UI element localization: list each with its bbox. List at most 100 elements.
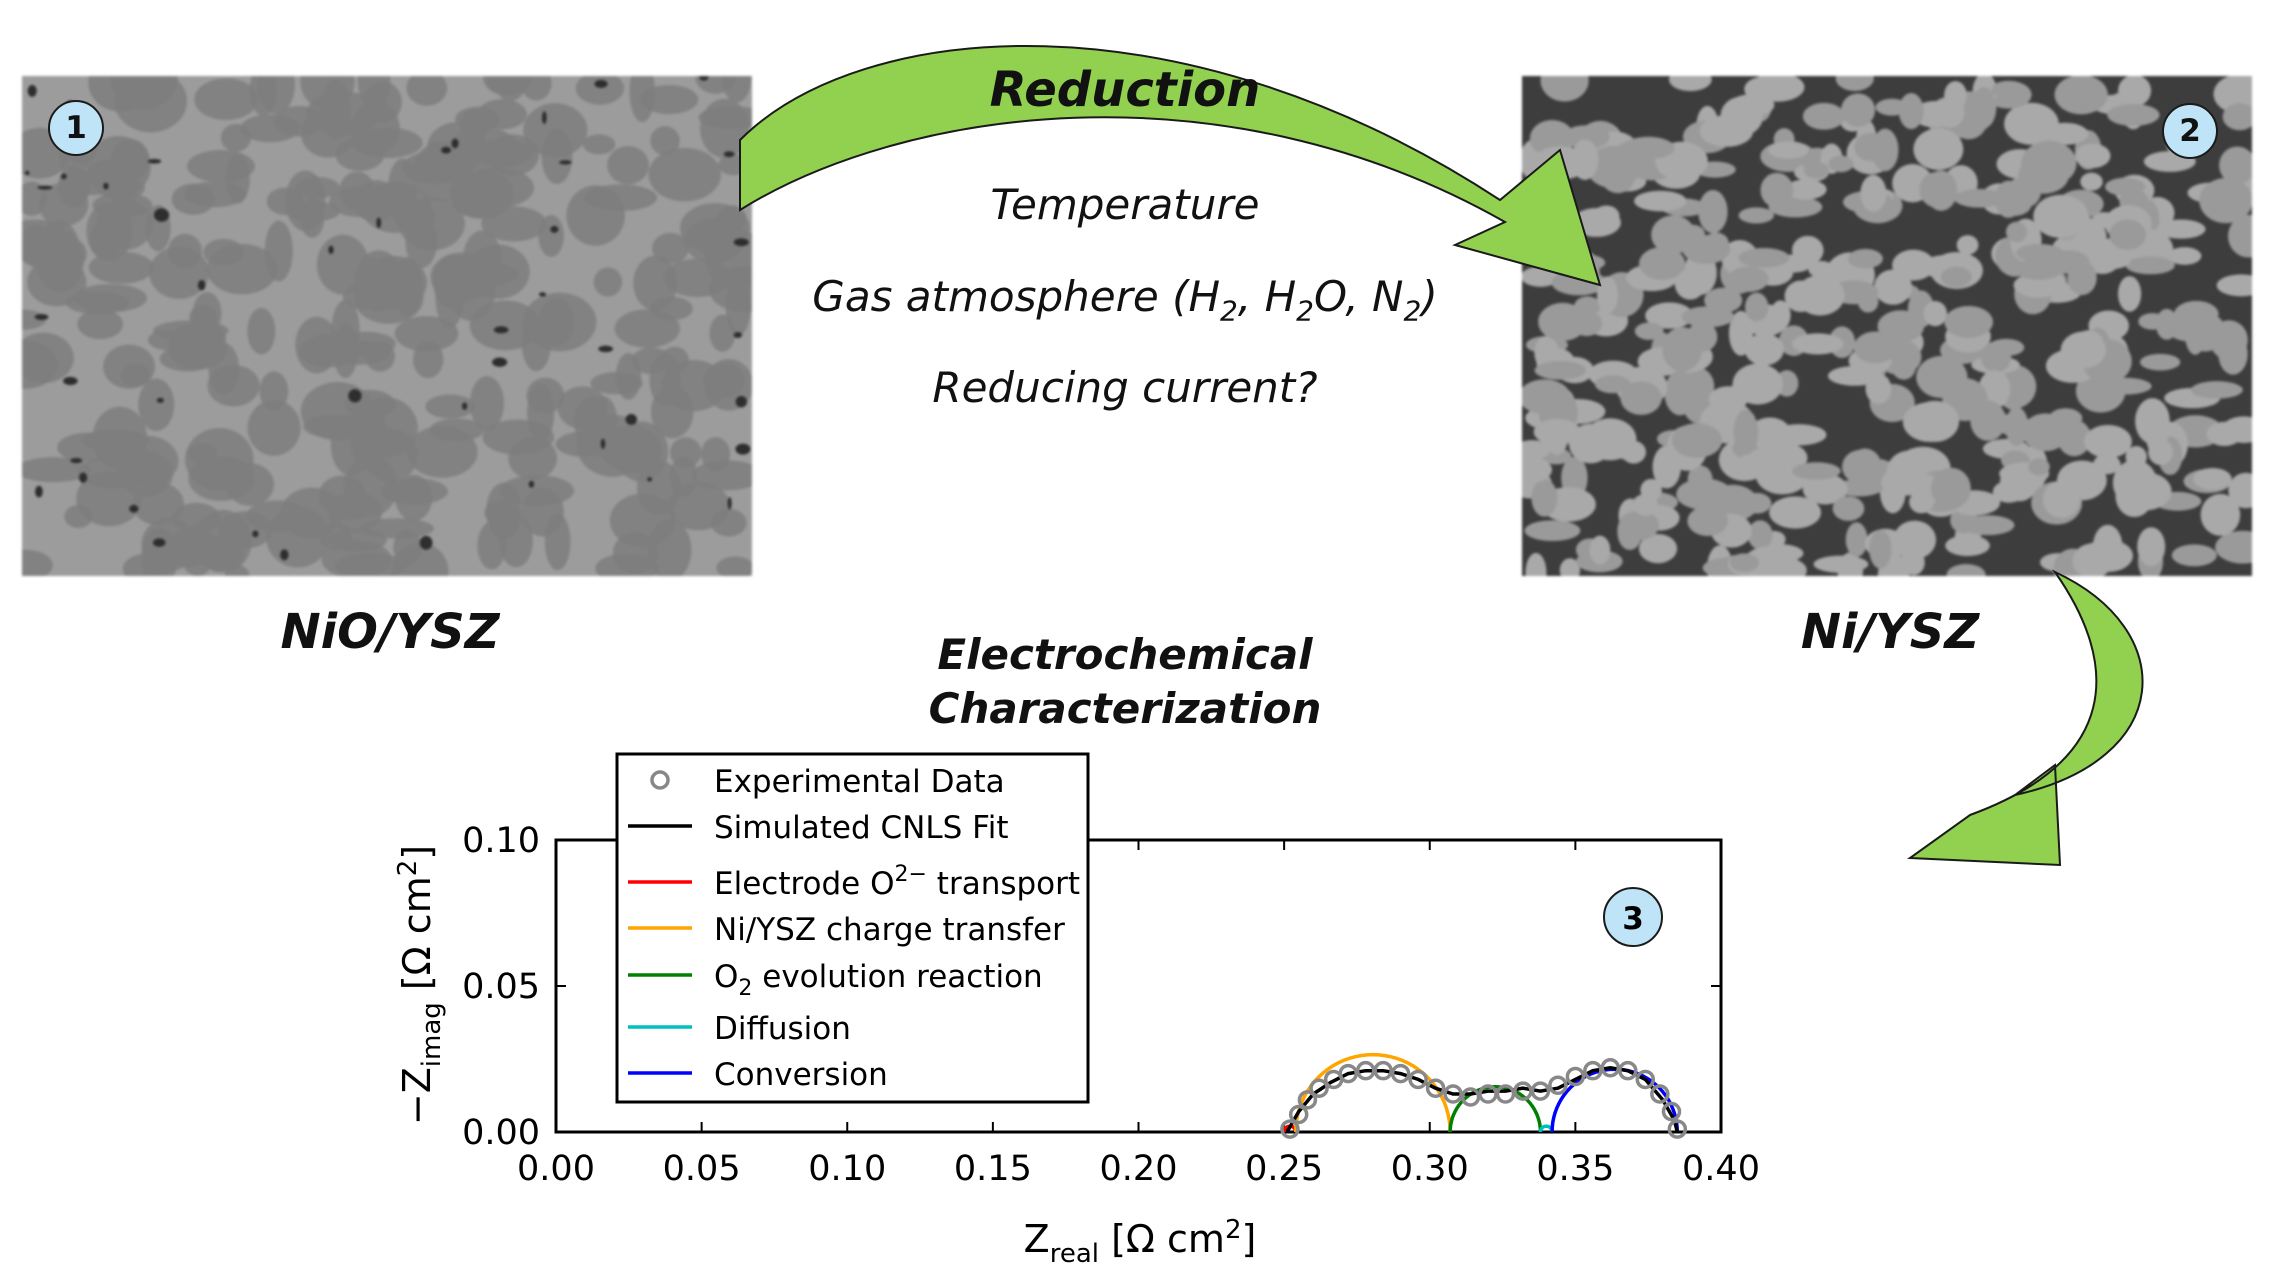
pore (78, 472, 88, 483)
pore (27, 84, 37, 97)
nio-grain (582, 134, 616, 155)
ni-grain (2219, 146, 2252, 185)
nio-grain (690, 460, 752, 491)
ni-grain (1832, 496, 1865, 521)
pore (70, 458, 83, 464)
ni-grain (2135, 398, 2170, 445)
x-tick-label: 0.30 (1391, 1149, 1469, 1189)
ni-grain (1808, 260, 1835, 278)
ni-grain (1733, 409, 1759, 456)
ni-grain (2107, 103, 2160, 127)
ni-ysz-caption: Ni/YSZ (1800, 604, 1980, 660)
ni-grain (2215, 530, 2252, 564)
experimental-point (1338, 1063, 1358, 1084)
nio-grain (240, 114, 301, 143)
nio-grain (88, 251, 154, 284)
pore (328, 245, 334, 255)
ni-grain (1727, 266, 1769, 292)
experimental-point (1297, 1090, 1318, 1110)
ni-grain (1593, 205, 1620, 228)
ni-grain (1760, 172, 1794, 208)
ni-grain (1768, 141, 1809, 159)
nio-grain (684, 218, 745, 264)
nio-grain (328, 528, 387, 552)
nio-grain (701, 437, 731, 472)
ni-grain (2109, 219, 2146, 250)
pore (25, 170, 30, 176)
legend-label: Diffusion (714, 1011, 851, 1047)
ni-grain (1940, 266, 1972, 288)
ni-grain (1645, 302, 1694, 329)
nio-grain (508, 437, 558, 480)
ni-grain (1524, 520, 1581, 541)
ni-grain (2084, 424, 2132, 459)
ni-grain (1638, 533, 1678, 564)
nio-grain (138, 378, 175, 432)
experimental-point (1583, 1060, 1603, 1081)
ni-grain (2005, 406, 2029, 447)
pore (60, 173, 67, 180)
condition-temperature: Temperature (990, 180, 1260, 229)
experimental-point (1309, 1078, 1329, 1098)
nio-grain (85, 135, 151, 197)
nio-grain (247, 307, 276, 355)
nio-grain (499, 514, 533, 568)
experimental-point (1495, 1084, 1516, 1104)
ni-grain (1744, 292, 1769, 322)
ni-grain (2093, 454, 2121, 475)
ni-grain (1755, 456, 1809, 495)
pore (735, 395, 748, 408)
ni-grain (2060, 331, 2107, 369)
nio-grain (153, 320, 229, 342)
nio-grain (77, 309, 124, 340)
ni-grain (2117, 276, 2142, 312)
ni-grain (1550, 317, 1575, 336)
ni-grain (1854, 132, 1888, 162)
nio-grain (22, 224, 53, 268)
pore (103, 182, 109, 190)
ni-grain (1771, 424, 1827, 446)
nio-grain (607, 146, 650, 185)
ni-grain (2014, 258, 2064, 280)
nio-ysz-caption: NiO/YSZ (280, 604, 500, 660)
condition-reducing-current: Reducing current? (932, 363, 1318, 412)
ni-grain (1991, 80, 2027, 99)
ni-grain (2021, 140, 2077, 186)
ni-grain (2216, 274, 2252, 297)
ni-grain (1540, 76, 1589, 102)
ni-grain (1869, 529, 1892, 569)
step-3-badge (1603, 887, 1663, 947)
nio-grain (576, 414, 649, 477)
ni-grain (2080, 172, 2103, 191)
pore (34, 314, 49, 320)
ni-grain (1620, 510, 1660, 541)
nio-grain (649, 353, 681, 407)
ni-grain (1596, 276, 1618, 314)
experimental-point (1425, 1078, 1446, 1098)
experimental-point (1618, 1060, 1638, 1081)
experimental-point (1408, 1069, 1428, 1090)
ni-grain (2028, 458, 2050, 476)
y-tick-label: 0.00 (462, 1113, 540, 1153)
nio-grain (92, 192, 153, 218)
nio-grain (648, 147, 721, 202)
ni-grain (2054, 76, 2108, 115)
ni-grain (1802, 102, 1845, 130)
nio-grain (76, 470, 143, 527)
ni-grain (1651, 215, 1696, 255)
pore (63, 376, 78, 386)
ni-grain (1562, 125, 1610, 149)
ni-grain (1835, 76, 1874, 91)
nio-grain (88, 76, 152, 112)
experimental-point (1443, 1084, 1463, 1104)
ni-grain (1956, 235, 1979, 255)
reduction-arrow (739, 45, 1602, 287)
condition-gas-atmosphere: Gas atmosphere (H2, H2O, N2) (812, 272, 1438, 328)
nio-grain (354, 250, 404, 312)
ni-grain (1860, 174, 1887, 212)
pore (541, 111, 547, 124)
pore (727, 497, 732, 510)
nio-grain (522, 292, 597, 352)
nio-grain (633, 255, 678, 311)
nio-grain (22, 457, 92, 483)
